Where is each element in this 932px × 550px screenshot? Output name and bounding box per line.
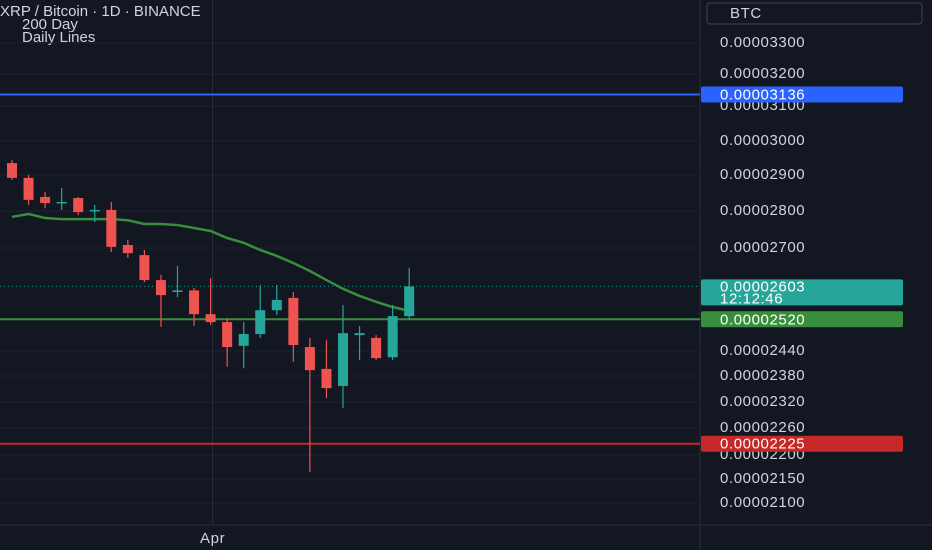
candle-body bbox=[40, 196, 51, 204]
last-price-badge bbox=[701, 279, 903, 306]
currency: BTC bbox=[730, 5, 762, 22]
candle-body bbox=[7, 163, 17, 178]
y-tick-label: 0.00003300 bbox=[720, 34, 805, 51]
price-line-badge bbox=[701, 435, 903, 452]
y-tick-label: 0.00002800 bbox=[720, 202, 805, 219]
candle-body bbox=[23, 177, 34, 200]
y-tick-label: 0.00002320 bbox=[720, 393, 805, 410]
countdown: 12:12:46 bbox=[720, 290, 783, 307]
indicator-name: Daily Lines bbox=[22, 29, 95, 46]
candle-body bbox=[122, 245, 133, 254]
y-tick-label: 0.00002440 bbox=[720, 342, 805, 359]
y-tick-label: 0.00002700 bbox=[720, 239, 805, 256]
y-tick-label: 0.00002380 bbox=[720, 367, 805, 384]
price-line-label: 0.00002225 bbox=[720, 436, 805, 453]
chart-title: XRP / Bitcoin · 1D · BINANCE bbox=[0, 3, 201, 20]
price-line-label: 0.00002520 bbox=[720, 311, 805, 328]
candle-body bbox=[73, 198, 84, 213]
candle-body bbox=[271, 299, 282, 311]
candle-body bbox=[354, 333, 365, 336]
candle-body bbox=[404, 286, 415, 317]
candle-body bbox=[106, 209, 117, 247]
candle-body bbox=[304, 347, 315, 371]
candle-body bbox=[387, 316, 398, 358]
candle-body bbox=[205, 314, 216, 323]
last-price-label: 0.00002603 bbox=[720, 278, 805, 295]
candle-body bbox=[238, 333, 249, 346]
y-tick-label: 0.00002900 bbox=[720, 166, 805, 183]
candle-body bbox=[56, 202, 67, 204]
indicator-name: 200 Day bbox=[22, 16, 78, 33]
y-tick-label: 0.00002260 bbox=[720, 419, 805, 436]
candle-body bbox=[255, 310, 266, 334]
candle-body bbox=[222, 322, 233, 348]
x-tick-label: Apr bbox=[200, 530, 225, 547]
currency-box[interactable] bbox=[706, 2, 923, 25]
price-line-badge bbox=[701, 86, 903, 103]
candle-body bbox=[155, 280, 166, 296]
candle-body bbox=[371, 337, 382, 359]
y-tick-label: 0.00002150 bbox=[720, 470, 805, 487]
candle-body bbox=[139, 255, 150, 281]
y-tick-label: 0.00003000 bbox=[720, 132, 805, 149]
moving-average bbox=[11, 212, 410, 313]
candle-body bbox=[172, 290, 183, 292]
candle-body bbox=[338, 333, 348, 386]
price-line-label: 0.00003136 bbox=[720, 86, 805, 103]
price-line-badge bbox=[701, 311, 903, 328]
candle-body bbox=[89, 209, 100, 212]
y-tick-label: 0.00003200 bbox=[720, 65, 805, 82]
candle-body bbox=[288, 297, 299, 346]
candle-body bbox=[189, 290, 200, 315]
candle-body bbox=[321, 368, 332, 389]
y-tick-label: 0.00002100 bbox=[720, 494, 805, 511]
